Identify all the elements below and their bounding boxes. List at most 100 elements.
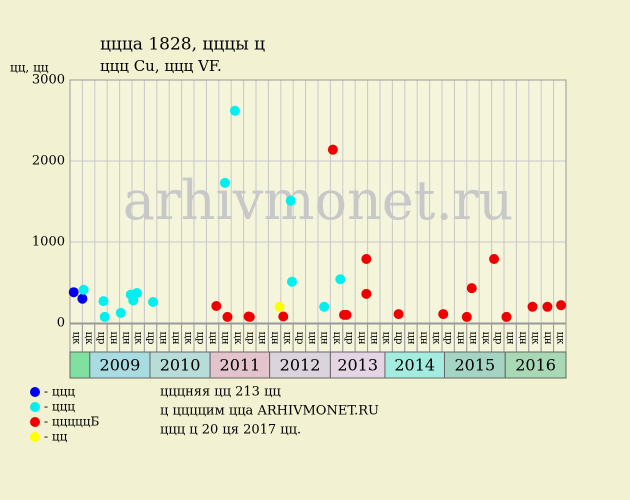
year-label: 2012: [280, 356, 321, 375]
point: [99, 311, 110, 322]
x-tick-label: цн: [455, 331, 466, 344]
x-tick-label: цн: [108, 331, 119, 344]
x-tick-label: цк: [133, 332, 144, 345]
x-tick-label: цк: [71, 332, 82, 345]
year-label: 2010: [160, 356, 201, 375]
point: [466, 283, 477, 294]
point: [361, 254, 372, 265]
point: [461, 311, 472, 322]
x-tick-label: цн: [269, 331, 280, 344]
point: [220, 177, 230, 188]
plot-border: [69, 79, 567, 324]
x-tick-label: цк: [530, 332, 541, 345]
legend-swatch: [30, 432, 40, 442]
year-label: 2009: [100, 356, 141, 375]
point: [211, 300, 222, 311]
x-tick-label: цк: [430, 332, 441, 345]
year-band: [269, 351, 331, 379]
point: [542, 301, 553, 312]
x-tick-label: цн: [542, 331, 553, 344]
y-tick-label: 0: [57, 316, 65, 331]
point: [319, 301, 330, 312]
x-tick-label: цр: [294, 332, 305, 345]
point: [115, 307, 126, 318]
point: [68, 287, 79, 298]
point: [222, 311, 233, 322]
x-tick-label: цк: [381, 332, 392, 345]
point: [131, 288, 142, 299]
x-tick-label: цр: [145, 332, 156, 345]
point: [489, 254, 500, 265]
x-tick-label: цн: [220, 331, 231, 344]
note: ц ццццим цца ARHIVMONET.RU: [160, 404, 379, 419]
chart-subtitle: ццц Cu, ццц VF.: [100, 57, 222, 75]
x-tick-label: цн: [418, 331, 429, 344]
point: [229, 105, 240, 116]
year-band: [69, 351, 91, 379]
x-tick-label: цн: [170, 331, 181, 344]
x-tick-label: цн: [257, 331, 268, 344]
y-tick-label: 3000: [32, 73, 65, 88]
legend-label: - цццццБ: [44, 415, 99, 429]
x-tick-label: цн: [319, 331, 330, 344]
x-tick-label: цк: [331, 332, 342, 345]
point: [285, 195, 296, 206]
x-tick-label: цк: [480, 332, 491, 345]
legend-label: - цц: [44, 430, 68, 444]
x-tick-label: цн: [207, 331, 218, 344]
year-label: 2016: [515, 356, 556, 375]
x-tick-label: цн: [517, 331, 528, 344]
x-tick-label: цн: [468, 331, 479, 344]
x-tick-label: цн: [406, 331, 417, 344]
chart-title: ццца 1828, цццы ц: [100, 35, 265, 55]
x-tick-label: цк: [232, 332, 243, 345]
legend-swatch: [30, 417, 40, 427]
point: [98, 296, 109, 307]
point: [438, 309, 449, 320]
year-label: 2013: [337, 356, 378, 375]
x-tick-label: цк: [83, 332, 94, 345]
point: [341, 309, 352, 320]
point: [501, 311, 512, 322]
point: [77, 293, 88, 304]
year-band: [384, 351, 445, 379]
x-tick-label: цк: [182, 332, 193, 345]
point: [527, 301, 538, 312]
year-label: 2011: [220, 356, 261, 375]
point: [78, 284, 89, 295]
x-tick-label: цн: [158, 331, 169, 344]
x-tick-label: цн: [505, 331, 516, 344]
y-tick-label: 2000: [32, 154, 65, 169]
year-label: 2015: [455, 356, 496, 375]
year-band: [89, 351, 151, 379]
y-axis-label: цц, цц: [10, 61, 49, 75]
year-band: [329, 351, 386, 379]
x-tick-label: цк: [282, 332, 293, 345]
x-tick-label: цр: [443, 332, 454, 345]
note: ццц ц 20 ця 2017 цц.: [160, 423, 301, 438]
x-tick-label: цн: [356, 331, 367, 344]
point: [278, 311, 289, 322]
year-label: 2014: [394, 356, 435, 375]
x-tick-label: цн: [368, 331, 379, 344]
x-tick-label: цн: [306, 331, 317, 344]
legend-swatch: [30, 387, 40, 397]
note: цццняя цц 213 цц: [160, 385, 281, 400]
point: [393, 309, 404, 320]
legend-label: - ццц: [44, 400, 75, 414]
x-tick-label: цр: [393, 332, 404, 345]
x-tick-label: цр: [96, 332, 107, 345]
point: [244, 311, 255, 322]
x-tick-label: цр: [492, 332, 503, 345]
x-tick-label: цк: [554, 332, 565, 345]
point: [274, 301, 285, 312]
x-tick-label: цр: [195, 332, 206, 345]
legend-label: - ццц: [44, 385, 75, 399]
y-tick-label: 1000: [32, 235, 65, 250]
point: [148, 296, 159, 307]
point: [361, 288, 372, 299]
point: [335, 274, 346, 285]
point: [556, 300, 567, 311]
x-tick-label: цр: [244, 332, 255, 345]
